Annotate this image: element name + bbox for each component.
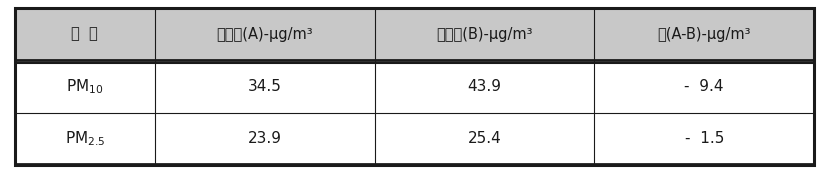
Text: -  9.4: - 9.4	[684, 79, 723, 94]
Text: 차(A-B)-μg/m³: 차(A-B)-μg/m³	[657, 26, 750, 42]
Bar	[15, 60, 813, 113]
Text: 항  목: 항 목	[71, 26, 98, 42]
Text: -  1.5: - 1.5	[684, 131, 723, 147]
Text: 34.5: 34.5	[248, 79, 282, 94]
Text: PM$_{2.5}$: PM$_{2.5}$	[65, 130, 105, 148]
Text: 측정값(B)-μg/m³: 측정값(B)-μg/m³	[436, 26, 532, 42]
Bar	[15, 8, 813, 60]
Text: 23.9: 23.9	[248, 131, 282, 147]
Text: 43.9: 43.9	[467, 79, 501, 94]
Text: 예측값(A)-μg/m³: 예측값(A)-μg/m³	[216, 26, 313, 42]
Bar	[15, 113, 813, 165]
Text: 25.4: 25.4	[467, 131, 501, 147]
Text: PM$_{10}$: PM$_{10}$	[66, 77, 104, 96]
